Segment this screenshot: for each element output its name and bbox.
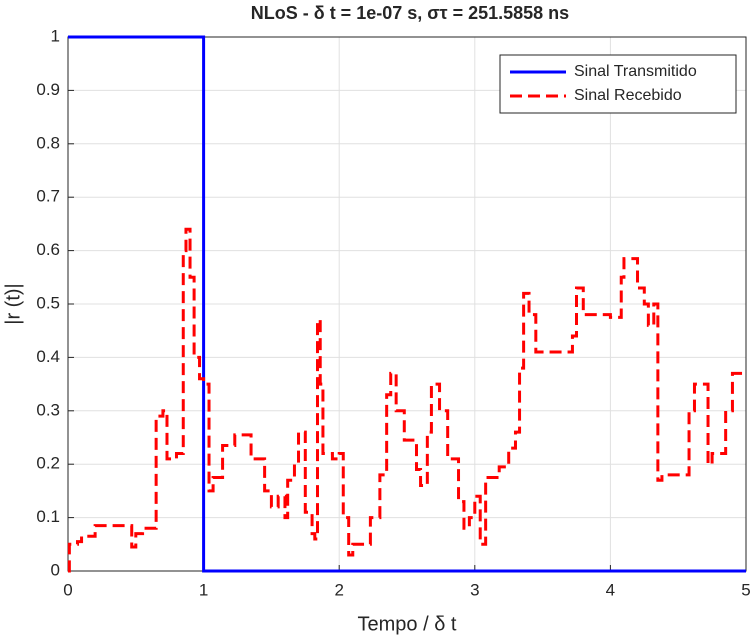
y-tick-label: 0 [51,560,60,579]
chart-title: NLoS - δ t = 1e-07 s, στ = 251.5858 ns [251,3,569,23]
y-tick-label: 0.9 [36,80,60,99]
y-tick-label: 0.4 [36,347,60,366]
line-series [67,227,746,573]
y-tick-label: 0.1 [36,507,60,526]
x-tick-label: 2 [334,580,343,599]
x-tick-label: 4 [606,580,615,599]
x-tick-label: 1 [199,580,208,599]
y-tick-label: 0.8 [36,133,60,152]
y-tick-label: 0.6 [36,240,60,259]
y-tick-label: 1 [51,26,60,45]
x-tick-label: 5 [741,580,750,599]
y-axis-label: |r (t)| [2,283,24,324]
line-series [68,35,746,573]
legend-box [499,54,737,114]
x-tick-label: 3 [470,580,479,599]
legend-label: Sinal Transmitido [574,63,697,80]
x-tick-label: 0 [63,580,72,599]
y-tick-label: 0.2 [36,454,60,473]
y-tick-label: 0.3 [36,400,60,419]
y-tick-label: 0.7 [36,187,60,206]
y-tick-label: 0.5 [36,293,60,312]
x-axis-label: Tempo / δ t [358,613,457,635]
legend-label: Sinal Recebido [574,87,682,104]
